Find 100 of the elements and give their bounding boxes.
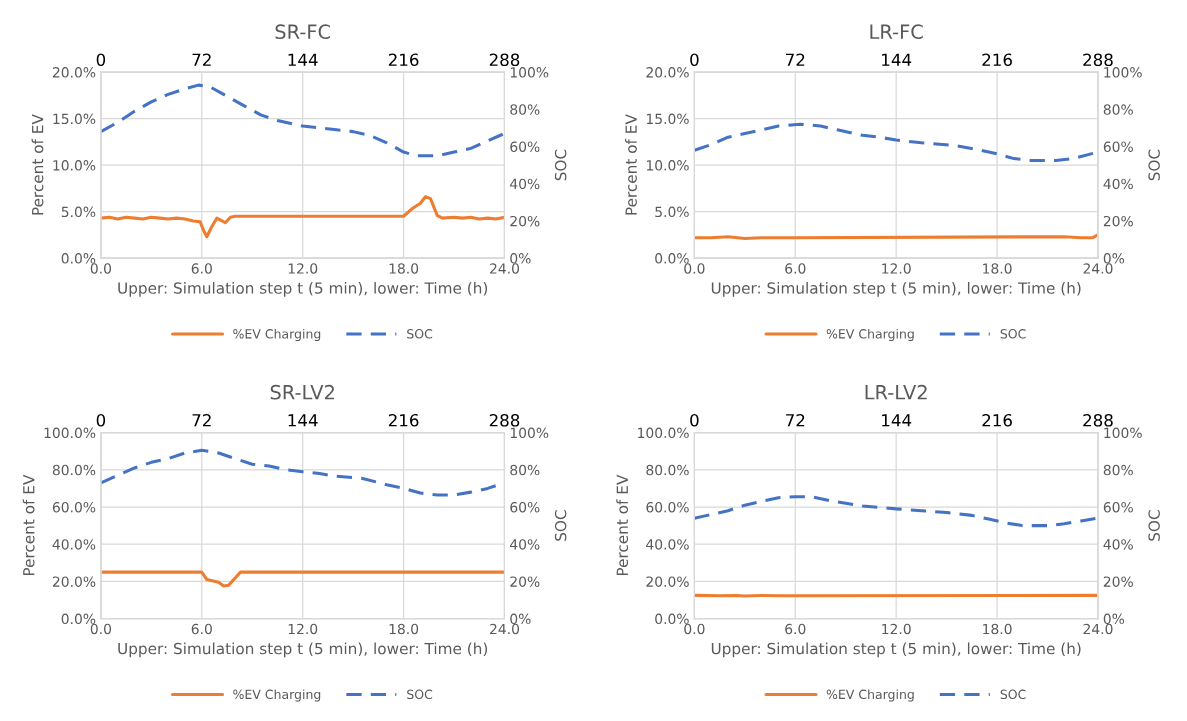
x2-tick-label: 216 <box>982 53 1012 67</box>
x2-tick-label: 288 <box>1083 53 1113 67</box>
y-tick-label: 20.0% <box>646 576 689 587</box>
y2-tick-label: 60% <box>510 141 540 152</box>
y2-tick-label: 60% <box>1103 501 1133 513</box>
y2-tick-label: 40% <box>510 539 540 550</box>
y-tick-label: 5.0% <box>655 206 689 218</box>
x-tick-label: 24.0 <box>490 623 520 635</box>
x-tick-label: 6.0 <box>191 263 212 274</box>
y-tick-label: 20.0% <box>52 576 96 587</box>
legend-label: SOC <box>1000 329 1026 339</box>
y-axis-title: Percent of EV <box>616 474 629 576</box>
x2-tick-label: 0 <box>690 413 699 427</box>
x-axis-title: Upper: Simulation step t (5 min), lower: Time (h) <box>711 642 1081 658</box>
y2-tick-label: 20% <box>510 576 540 587</box>
y2-axis-title: SOC <box>1148 149 1160 181</box>
x2-tick-label: 0 <box>96 413 106 427</box>
y2-tick-label: 60% <box>510 501 540 513</box>
y2-tick-label: 80% <box>510 464 540 476</box>
x2-tick-label: 0 <box>690 53 699 67</box>
x-axis-title: Upper: Simulation step t (5 min), lower: Time (h) <box>118 642 488 658</box>
x2-tick-label: 72 <box>192 413 211 427</box>
y-tick-label: 40.0% <box>52 539 96 550</box>
x2-tick-label: 72 <box>192 53 211 66</box>
y-tick-label: 0.0% <box>655 253 689 264</box>
y-axis-title: Percent of EV <box>625 114 637 215</box>
y2-tick-label: 0% <box>1103 253 1125 264</box>
legend-label: %EV Charging <box>233 689 321 702</box>
x-axis-title: Upper: Simulation step t (5 min), lower: Time (h) <box>118 281 488 297</box>
line-series <box>694 495 1098 528</box>
y-axis-title: Percent of EV <box>31 114 44 215</box>
x2-tick-label: 0 <box>96 53 106 67</box>
x-tick-label: 0.0 <box>90 623 112 635</box>
x-tick-label: 6.0 <box>191 623 212 635</box>
y-tick-label: 80.0% <box>52 464 96 476</box>
x-tick-label: 24.0 <box>1083 623 1113 635</box>
x2-tick-label: 216 <box>982 413 1012 427</box>
legend-label: %EV Charging <box>233 328 321 341</box>
y2-tick-label: 0% <box>510 613 531 625</box>
x-tick-label: 12.0 <box>288 263 318 274</box>
line-series <box>100 570 505 588</box>
legend-label: SOC <box>1000 689 1026 700</box>
y-tick-label: 100.0% <box>638 427 689 439</box>
y-tick-label: 10.0% <box>53 160 96 171</box>
y-tick-label: 0.0% <box>61 613 96 625</box>
x-tick-label: 12.0 <box>288 623 318 635</box>
x-axis-title: Upper: Simulation step t (5 min), lower: Time (h) <box>711 281 1081 297</box>
x2-tick-label: 288 <box>489 53 520 67</box>
x-tick-label: 24.0 <box>490 263 520 274</box>
y-axis-title: Percent of EV <box>22 474 35 576</box>
x2-tick-label: 216 <box>388 53 419 67</box>
x-tick-label: 0.0 <box>684 263 705 274</box>
y-tick-label: 100.0% <box>44 427 96 439</box>
x2-tick-label: 72 <box>786 413 805 427</box>
x-tick-label: 0.0 <box>90 263 112 274</box>
legend-label: %EV Charging <box>826 328 914 341</box>
y2-tick-label: 20% <box>1103 576 1133 587</box>
y-tick-label: 60.0% <box>646 501 689 513</box>
y2-tick-label: 80% <box>510 104 540 115</box>
y-tick-label: 80.0% <box>646 464 689 476</box>
x2-tick-label: 216 <box>388 413 419 427</box>
y2-tick-label: 20% <box>1103 215 1133 227</box>
y-tick-label: 15.0% <box>646 113 689 125</box>
y2-tick-label: 0% <box>1103 613 1125 625</box>
legend-label: SOC <box>407 329 433 339</box>
chart-title: LR-FC <box>870 24 923 40</box>
x2-tick-label: 288 <box>1083 413 1113 427</box>
y-tick-label: 20.0% <box>646 67 689 78</box>
x2-tick-label: 72 <box>786 53 805 66</box>
y2-tick-label: 100% <box>1104 67 1142 78</box>
y2-tick-label: 80% <box>1103 464 1133 476</box>
y-tick-label: 60.0% <box>52 501 96 513</box>
x-tick-label: 0.0 <box>684 623 705 635</box>
y2-tick-label: 40% <box>1103 178 1133 190</box>
x-tick-label: 24.0 <box>1083 263 1113 274</box>
chart-title: SR-FC <box>275 24 331 40</box>
y-tick-label: 0.0% <box>655 613 689 625</box>
chart-title: SR-LV2 <box>270 384 334 400</box>
y2-tick-label: 40% <box>510 178 540 190</box>
x2-tick-label: 288 <box>489 413 520 427</box>
y-tick-label: 15.0% <box>53 113 96 125</box>
y2-tick-label: 100% <box>510 427 549 439</box>
y2-tick-label: 100% <box>510 67 549 78</box>
chart-title: LR-LV2 <box>865 384 927 400</box>
y2-axis-title: SOC <box>554 149 567 181</box>
x-tick-label: 18.0 <box>389 263 419 274</box>
legend-label: SOC <box>407 689 433 700</box>
x-tick-label: 6.0 <box>785 263 806 274</box>
y2-axis-title: SOC <box>1148 510 1160 541</box>
line-series <box>100 83 505 158</box>
x-tick-label: 18.0 <box>983 263 1012 274</box>
y-tick-label: 0.0% <box>61 253 96 264</box>
x-tick-label: 12.0 <box>882 623 911 635</box>
y-tick-label: 20.0% <box>52 67 96 78</box>
x-tick-label: 6.0 <box>785 623 806 635</box>
y-tick-label: 40.0% <box>646 539 689 550</box>
x2-tick-label: 144 <box>882 53 912 66</box>
legend-label: %EV Charging <box>826 689 914 702</box>
x-tick-label: 12.0 <box>882 263 911 274</box>
y2-axis-title: SOC <box>554 510 567 541</box>
